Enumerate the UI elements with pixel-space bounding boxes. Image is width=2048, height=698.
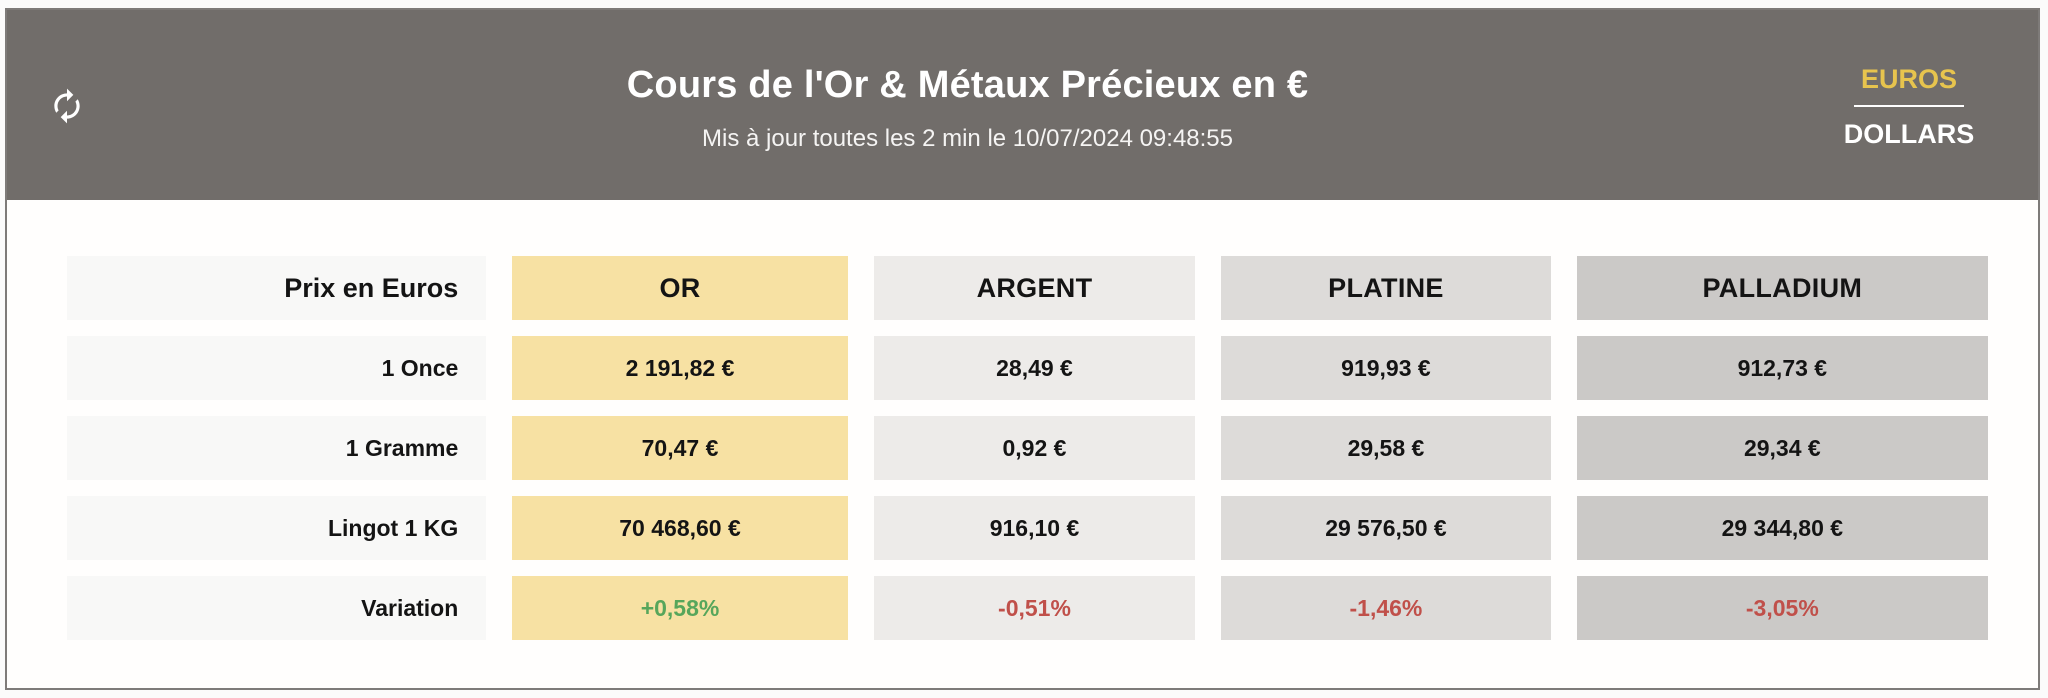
column-header-or: OR bbox=[512, 256, 848, 320]
currency-toggle-divider bbox=[1854, 105, 1964, 107]
currency-euros-button[interactable]: EUROS bbox=[1857, 62, 1961, 97]
row-label-once: 1 Once bbox=[67, 336, 487, 400]
last-updated-text: Mis à jour toutes les 2 min le 10/07/202… bbox=[702, 124, 1233, 152]
value-gramme-platine: 29,58 € bbox=[1221, 416, 1551, 480]
gold-price-widget: Cours de l'Or & Métaux Précieux en € Mis… bbox=[5, 8, 2040, 690]
variation-palladium: -3,05% bbox=[1576, 576, 1988, 640]
column-header-palladium: PALLADIUM bbox=[1576, 256, 1988, 320]
value-lingot-or: 70 468,60 € bbox=[512, 496, 848, 560]
currency-toggle: EUROS DOLLARS bbox=[1808, 10, 2038, 200]
value-lingot-argent: 916,10 € bbox=[873, 496, 1196, 560]
column-header-argent: ARGENT bbox=[873, 256, 1196, 320]
price-table: Prix en Euros OR ARGENT PLATINE PALLADIU… bbox=[7, 200, 2038, 640]
row-label-gramme: 1 Gramme bbox=[67, 416, 487, 480]
row-label-lingot: Lingot 1 KG bbox=[67, 496, 487, 560]
value-gramme-or: 70,47 € bbox=[512, 416, 848, 480]
value-lingot-palladium: 29 344,80 € bbox=[1576, 496, 1988, 560]
header-center: Cours de l'Or & Métaux Précieux en € Mis… bbox=[127, 10, 1808, 200]
variation-platine: -1,46% bbox=[1221, 576, 1551, 640]
value-lingot-platine: 29 576,50 € bbox=[1221, 496, 1551, 560]
value-once-argent: 28,49 € bbox=[873, 336, 1196, 400]
currency-dollars-button[interactable]: DOLLARS bbox=[1840, 117, 1979, 152]
widget-header: Cours de l'Or & Métaux Précieux en € Mis… bbox=[7, 10, 2038, 200]
value-gramme-argent: 0,92 € bbox=[873, 416, 1196, 480]
header-left bbox=[7, 10, 127, 200]
value-once-palladium: 912,73 € bbox=[1576, 336, 1988, 400]
value-gramme-palladium: 29,34 € bbox=[1576, 416, 1988, 480]
refresh-icon bbox=[48, 87, 86, 128]
column-header-platine: PLATINE bbox=[1221, 256, 1551, 320]
value-once-or: 2 191,82 € bbox=[512, 336, 848, 400]
variation-argent: -0,51% bbox=[873, 576, 1196, 640]
table-corner-label: Prix en Euros bbox=[67, 256, 487, 320]
row-label-variation: Variation bbox=[67, 576, 487, 640]
page-title: Cours de l'Or & Métaux Précieux en € bbox=[626, 63, 1309, 106]
variation-or: +0,58% bbox=[512, 576, 848, 640]
refresh-button[interactable] bbox=[45, 85, 89, 129]
value-once-platine: 919,93 € bbox=[1221, 336, 1551, 400]
